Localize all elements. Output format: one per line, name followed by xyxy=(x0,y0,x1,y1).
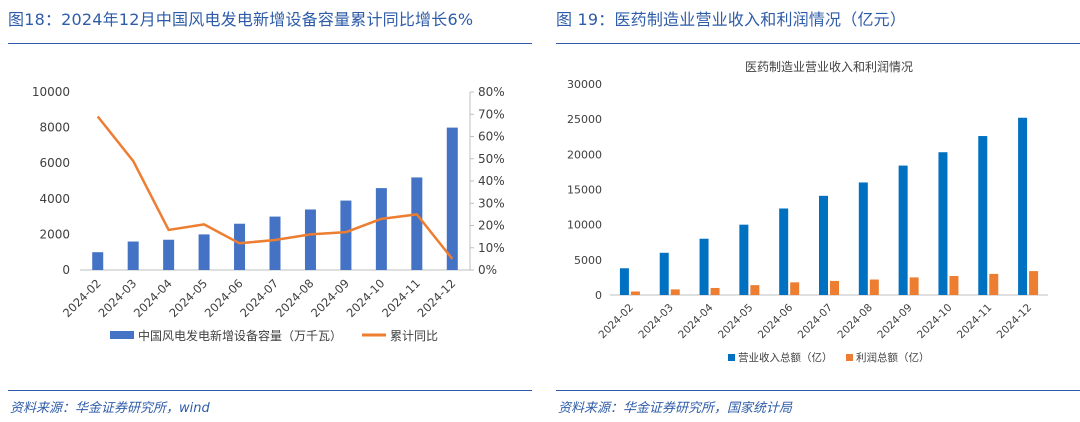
x-tick-label: 2024-08 xyxy=(835,302,875,342)
y-right-tick-label: 20% xyxy=(478,219,505,233)
x-tick-label: 2024-07 xyxy=(796,302,836,342)
y-left-tick-label: 10000 xyxy=(32,85,70,99)
bar-profit xyxy=(869,279,879,295)
x-tick-label: 2024-12 xyxy=(995,302,1035,342)
bar-revenue xyxy=(619,268,629,295)
x-tick-label: 2024-11 xyxy=(379,276,423,320)
y-tick-label: 10000 xyxy=(567,219,602,232)
legend-swatch-revenue xyxy=(728,354,735,361)
x-tick-label: 2024-10 xyxy=(915,302,955,342)
x-tick-label: 2024-05 xyxy=(166,276,210,320)
x-tick-label: 2024-06 xyxy=(756,301,796,341)
x-tick-label: 2024-04 xyxy=(131,276,175,320)
bar-new-capacity xyxy=(92,252,104,270)
y-right-tick-label: 50% xyxy=(478,152,505,166)
x-tick-label: 2024-03 xyxy=(95,276,139,320)
figure-18-panel: 图18：2024年12月中国风电发电新增设备容量累计同比增长6% 0 2000 40… xyxy=(0,0,532,422)
bar-revenue xyxy=(699,238,709,295)
y-left-tick-label: 2000 xyxy=(39,227,70,241)
y-right-tick-label: 80% xyxy=(478,85,505,99)
x-tick-label: 2024-06 xyxy=(202,276,246,320)
x-tick-label: 2024-08 xyxy=(273,276,317,320)
y-right-tick-label: 0% xyxy=(478,263,497,277)
bar-new-capacity xyxy=(163,239,175,270)
pharma-revenue-profit-chart: 医药制造业营业收入和利润情况 0 5000 10000 15000 20000 25000 3… xyxy=(567,60,1048,364)
bar-new-capacity xyxy=(446,127,458,270)
line-yoy-growth xyxy=(96,115,454,260)
legend-label-capacity: 中国风电发电新增设备容量（万千瓦） xyxy=(138,328,342,343)
source-divider xyxy=(8,390,532,391)
y-left-tick-label: 0 xyxy=(62,263,70,277)
x-tick-label: 2024-03 xyxy=(636,302,676,342)
y-right-tick-label: 70% xyxy=(478,107,505,121)
bar-new-capacity xyxy=(234,223,246,270)
y-right-tick-label: 30% xyxy=(478,196,505,210)
bar-revenue xyxy=(898,165,908,295)
x-tick-label: 2024-02 xyxy=(597,302,637,342)
x-tick-label: 2024-02 xyxy=(60,276,104,320)
bar-revenue xyxy=(978,136,988,295)
bar-revenue xyxy=(858,182,868,295)
bar-new-capacity xyxy=(198,234,210,270)
bar-new-capacity xyxy=(304,209,316,270)
x-tick-label: 2024-09 xyxy=(308,276,352,320)
y-tick-label: 5000 xyxy=(574,254,602,267)
x-tick-label: 2024-11 xyxy=(955,302,995,342)
bar-profit xyxy=(989,273,999,295)
bar-new-capacity xyxy=(411,177,423,270)
y-left-tick-label: 6000 xyxy=(39,156,70,170)
source-divider xyxy=(556,390,1080,391)
y-tick-label: 20000 xyxy=(567,148,602,161)
bar-revenue xyxy=(659,252,669,295)
x-tick-label: 2024-07 xyxy=(237,276,281,320)
figure-18-title: 图18：2024年12月中国风电发电新增设备容量累计同比增长6% xyxy=(8,10,474,29)
y-right-tick-label: 60% xyxy=(478,130,505,144)
figure-18-source: 资料来源：华金证券研究所，wind xyxy=(10,401,210,416)
legend-label-revenue: 营业收入总额（亿） xyxy=(738,351,833,364)
bar-revenue xyxy=(1018,117,1028,295)
figure-19-source: 资料来源：华金证券研究所，国家统计局 xyxy=(558,401,793,416)
wind-capacity-chart: 0 2000 4000 6000 8000 10000 0% 10% 20% 30% 40% 50% 6… xyxy=(32,85,505,343)
y-tick-label: 15000 xyxy=(567,184,602,197)
y-left-tick-label: 4000 xyxy=(39,192,70,206)
figure-19-title: 图 19：医药制造业营业收入和利润情况（亿元） xyxy=(556,10,907,29)
y-right-tick-label: 10% xyxy=(478,241,505,255)
y-tick-label: 25000 xyxy=(567,113,602,126)
bar-revenue xyxy=(819,195,828,295)
y-left-tick-label: 8000 xyxy=(39,121,70,135)
legend-label-profit: 利润总额（亿） xyxy=(856,351,930,364)
bar-profit xyxy=(830,280,839,295)
bar-new-capacity xyxy=(269,216,281,270)
bar-revenue xyxy=(938,152,948,295)
x-tick-label: 2024-10 xyxy=(344,276,388,320)
bar-profit xyxy=(630,291,640,295)
bar-revenue xyxy=(779,208,789,295)
bar-profit xyxy=(949,276,959,295)
bar-profit xyxy=(909,277,919,295)
bar-profit xyxy=(670,289,680,295)
x-tick-label: 2024-12 xyxy=(415,276,459,320)
title-divider xyxy=(556,43,1080,44)
bar-profit xyxy=(1029,271,1039,295)
x-tick-label: 2024-09 xyxy=(875,302,915,342)
bar-profit xyxy=(750,285,760,295)
y-tick-label: 0 xyxy=(595,289,602,302)
x-tick-label: 2024-04 xyxy=(676,301,716,341)
y-right-tick-label: 40% xyxy=(478,174,505,188)
legend-swatch-capacity xyxy=(110,331,134,339)
chart-title: 医药制造业营业收入和利润情况 xyxy=(745,60,913,74)
bar-profit xyxy=(790,282,800,295)
title-divider xyxy=(8,43,532,44)
x-tick-label: 2024-05 xyxy=(716,302,756,342)
legend-swatch-profit xyxy=(846,354,853,361)
legend-label-yoy: 累计同比 xyxy=(390,329,438,343)
y-tick-label: 30000 xyxy=(567,78,602,91)
bar-new-capacity xyxy=(375,188,387,270)
bar-revenue xyxy=(739,224,749,295)
bar-new-capacity xyxy=(127,241,139,270)
bar-new-capacity xyxy=(340,200,352,270)
bar-profit xyxy=(710,287,720,295)
figure-19-panel: 图 19：医药制造业营业收入和利润情况（亿元） 医药制造业营业收入和利润情况 0 5… xyxy=(548,0,1080,422)
